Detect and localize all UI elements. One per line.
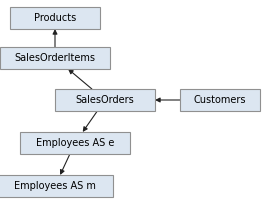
Text: Products: Products bbox=[34, 13, 76, 23]
Text: Employees AS e: Employees AS e bbox=[36, 138, 114, 148]
Text: SalesOrderItems: SalesOrderItems bbox=[14, 53, 96, 63]
Text: SalesOrders: SalesOrders bbox=[76, 95, 134, 105]
FancyBboxPatch shape bbox=[10, 7, 100, 29]
Text: Employees AS m: Employees AS m bbox=[14, 181, 96, 191]
FancyBboxPatch shape bbox=[0, 47, 110, 69]
Text: Customers: Customers bbox=[194, 95, 246, 105]
FancyBboxPatch shape bbox=[55, 89, 155, 111]
FancyBboxPatch shape bbox=[180, 89, 260, 111]
FancyBboxPatch shape bbox=[0, 175, 112, 197]
FancyBboxPatch shape bbox=[20, 132, 130, 154]
